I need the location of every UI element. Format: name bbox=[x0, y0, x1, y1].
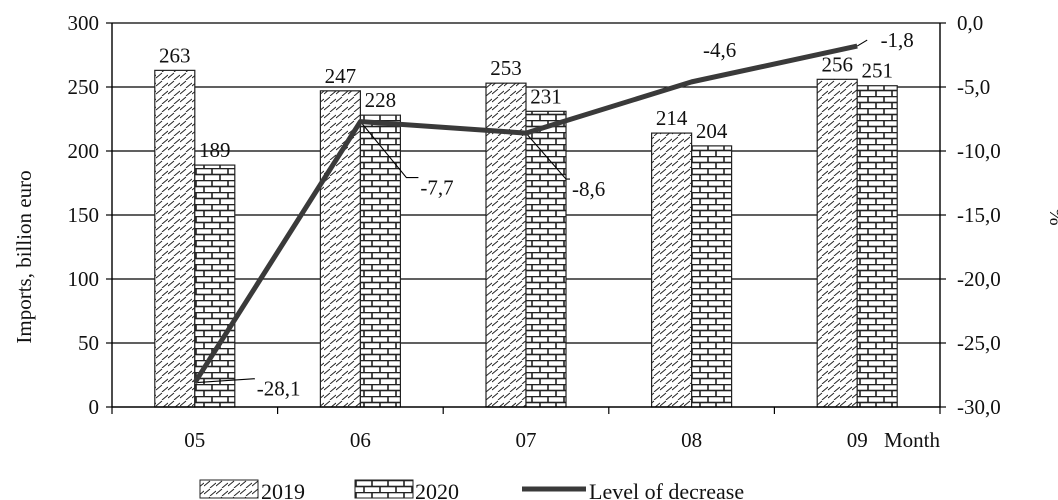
bar-2019 bbox=[816, 78, 858, 408]
x-tick-label: 08 bbox=[681, 428, 702, 452]
line-data-label: -8,6 bbox=[572, 177, 605, 201]
legend-swatch-2020 bbox=[354, 479, 414, 499]
y-right-tick-label: -5,0 bbox=[957, 75, 990, 99]
line-data-label: -4,6 bbox=[703, 38, 736, 62]
x-tick-label: 09 bbox=[847, 428, 868, 452]
data-labels: 263 189 247 228 253 231 214 204 256 251 -28,1 -7,7 -… bbox=[159, 28, 914, 401]
legend-label-2019: 2019 bbox=[261, 479, 305, 500]
x-tick-label: 05 bbox=[184, 428, 205, 452]
data-label-2020: 231 bbox=[530, 84, 562, 108]
y-right-tick-label: 0,0 bbox=[957, 11, 983, 35]
y-right-tick-label: -30,0 bbox=[957, 395, 1001, 419]
bar-2020 bbox=[856, 85, 898, 408]
data-label-2020: 204 bbox=[696, 119, 728, 143]
y-axis-right-label: % bbox=[1045, 208, 1058, 226]
y-left-tick-label: 150 bbox=[68, 203, 100, 227]
x-axis-label: Month bbox=[884, 428, 941, 452]
y-axis-left-label: Imports, billion euro bbox=[12, 170, 36, 343]
leader-lines bbox=[194, 39, 868, 384]
bar-2020 bbox=[690, 145, 733, 408]
line-label-leader bbox=[194, 378, 255, 384]
line-data-label: -1,8 bbox=[881, 28, 914, 52]
bars-group bbox=[154, 69, 898, 408]
bar-2020 bbox=[359, 114, 401, 408]
data-label-2019: 247 bbox=[325, 64, 357, 88]
y-left-tick-label: 50 bbox=[78, 331, 99, 355]
x-tick-label: 07 bbox=[516, 428, 537, 452]
line-label-leader bbox=[359, 121, 419, 179]
y-right-tick-label: -25,0 bbox=[957, 331, 1001, 355]
y-left-tick-label: 250 bbox=[68, 75, 100, 99]
legend-label-decrease: Level of decrease bbox=[589, 479, 744, 500]
legend-swatch-2019 bbox=[199, 479, 259, 499]
data-label-2020: 189 bbox=[199, 138, 231, 162]
y-left-tick-label: 100 bbox=[68, 267, 100, 291]
data-label-2020: 228 bbox=[365, 88, 397, 112]
line-data-label: -28,1 bbox=[257, 377, 301, 401]
axes-group: 0 -30,0 50 -25,0 100 -20,0 150 -15,0 200 -10,0 250… bbox=[68, 11, 1001, 452]
y-left-tick-label: 0 bbox=[89, 395, 100, 419]
y-right-tick-label: -15,0 bbox=[957, 203, 1001, 227]
y-right-tick-label: -20,0 bbox=[957, 267, 1001, 291]
data-label-2019: 263 bbox=[159, 43, 191, 67]
data-label-2020: 251 bbox=[861, 59, 893, 83]
y-left-tick-label: 200 bbox=[68, 139, 100, 163]
x-tick-label: 06 bbox=[350, 428, 371, 452]
y-right-tick-label: -10,0 bbox=[957, 139, 1001, 163]
legend-label-2020: 2020 bbox=[415, 479, 459, 500]
data-label-2019: 256 bbox=[821, 52, 853, 76]
bar-2019 bbox=[319, 90, 361, 408]
bar-2019 bbox=[154, 69, 196, 408]
decrease-line bbox=[192, 43, 858, 385]
line-label-leader bbox=[856, 39, 868, 47]
bar-2019 bbox=[650, 132, 693, 408]
decrease-line-group bbox=[192, 43, 858, 385]
line-data-label: -7,7 bbox=[420, 176, 453, 200]
data-label-2019: 253 bbox=[490, 56, 522, 80]
legend: 2019 2020 Level of decrease bbox=[199, 479, 744, 500]
y-left-tick-label: 300 bbox=[68, 11, 100, 35]
bar-2020 bbox=[525, 110, 567, 408]
data-label-2019: 214 bbox=[656, 106, 688, 130]
line-label-leader bbox=[525, 132, 570, 180]
